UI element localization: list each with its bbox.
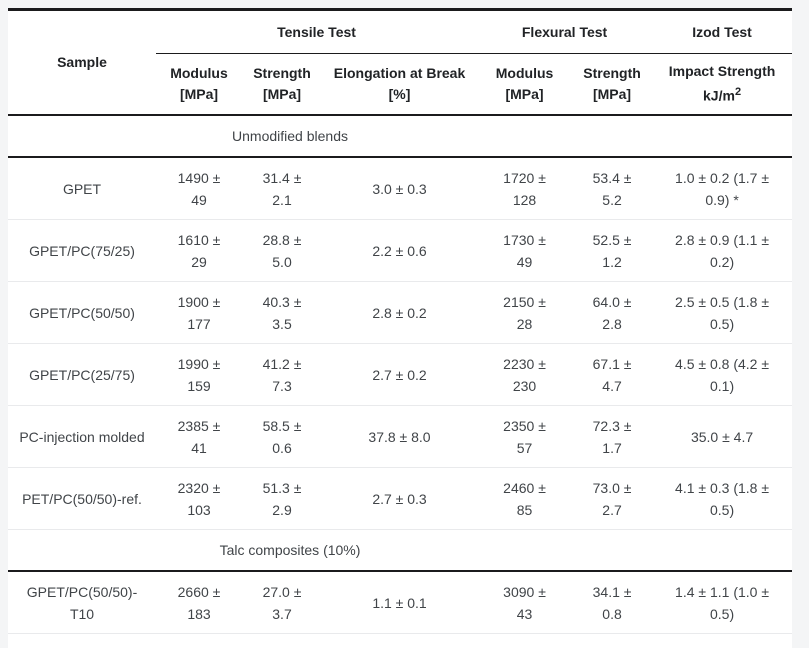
tensile-modulus-header: Modulus [MPa] — [156, 53, 242, 116]
value-cell: 2660 ± 183 — [156, 571, 242, 634]
value-cell: 41.2 ± 7.3 — [242, 343, 322, 406]
value-cell: 2.7 ± 0.2 — [322, 343, 478, 406]
value-cell: 1730 ± 49 — [477, 219, 573, 282]
column-label: Modulus — [170, 65, 228, 81]
column-unit: [MPa] — [592, 86, 632, 102]
tensile-strength-header: Strength [MPa] — [242, 53, 322, 116]
value-cell: 2385 ± 41 — [156, 405, 242, 468]
section-label: Talc composites (10%) — [8, 529, 573, 572]
results-table: Sample Tensile Test Flexural Test Izod T… — [8, 8, 793, 648]
value-cell: 1.1 ± 0.1 — [322, 571, 478, 634]
value-cell: 2340 ± 71 — [156, 633, 242, 648]
column-label: Strength — [583, 65, 641, 81]
value-cell: 3090 ± 43 — [477, 571, 573, 634]
value-cell: 1990 ± 159 — [156, 343, 242, 406]
column-header-row: Modulus [MPa] Strength [MPa] Elongation … — [8, 53, 793, 116]
section-filler — [572, 115, 793, 158]
value-cell: 31.4 ± 2.1 — [242, 157, 322, 220]
sample-cell: GPET/PC(50/50)-T10 — [8, 571, 156, 634]
section-filler — [572, 529, 793, 572]
value-cell: 2350 ± 57 — [477, 405, 573, 468]
value-cell: 34.1 ± 0.8 — [572, 571, 653, 634]
value-cell: 1610 ± 29 — [156, 219, 242, 282]
value-cell: 2150 ± 28 — [477, 281, 573, 344]
table-row: GPET 1490 ± 49 31.4 ± 2.1 3.0 ± 0.3 1720… — [8, 157, 793, 220]
value-cell: 1.4 ± 1.1 (1.0 ± 0.5) — [652, 571, 793, 634]
value-cell: 35.0 ± 4.7 — [652, 405, 793, 468]
column-unit: [MPa] — [505, 86, 544, 102]
value-cell: 1720 ± 128 — [477, 157, 573, 220]
value-cell: 1490 ± 49 — [156, 157, 242, 220]
sample-cell: GPET/PC(75/25) — [8, 219, 156, 282]
flexural-strength-header: Strength [MPa] — [572, 53, 653, 116]
value-cell: 2.7 ± 0.3 — [322, 633, 478, 648]
value-cell: 73.0 ± 2.7 — [572, 467, 653, 530]
value-cell: 1900 ± 177 — [156, 281, 242, 344]
value-cell: 67.1 ± 4.7 — [572, 343, 653, 406]
impact-strength-header: Impact Strength kJ/m2 — [652, 53, 793, 116]
value-cell: 51.3 ± 2.9 — [242, 467, 322, 530]
table-row: GPET/PC(50/50) 1900 ± 177 40.3 ± 3.5 2.8… — [8, 281, 793, 344]
value-cell: 52.5 ± 1.2 — [572, 219, 653, 282]
sample-cell: PET/PC(50/50)-ref. — [8, 467, 156, 530]
column-unit: [MPa] — [179, 86, 219, 102]
sample-cell: PC-injection molded — [8, 405, 156, 468]
value-cell: 1.0 ± 0.2 (1.7 ± 0.9) * — [652, 157, 793, 220]
value-cell: 2.2 ± 0.6 — [322, 219, 478, 282]
value-cell: 2.8 ± 0.2 — [322, 281, 478, 344]
column-unit: kJ/m — [703, 87, 735, 104]
sample-cell: GPET/PC(25/75) — [8, 343, 156, 406]
table-row: GPET/PC(75/25) 1610 ± 29 28.8 ± 5.0 2.2 … — [8, 219, 793, 282]
column-unit: [%] — [388, 86, 411, 102]
value-cell: 3.0 ± 0.3 — [322, 157, 478, 220]
value-cell: 40.3 ± 3.5 — [242, 281, 322, 344]
sample-column-header: Sample — [8, 9, 156, 116]
unit-superscript: 2 — [734, 86, 742, 99]
elongation-header: Elongation at Break [%] — [322, 53, 478, 116]
value-cell: 2.7 ± 0.3 — [322, 467, 478, 530]
table-row: PET/PC(50/50)-ref. 2320 ± 103 51.3 ± 2.9… — [8, 467, 793, 530]
sample-cell: GPET/PC(50/50) — [8, 281, 156, 344]
table-row: GPET/PC(25/75) 1990 ± 159 41.2 ± 7.3 2.7… — [8, 343, 793, 406]
flexural-test-group-header: Flexural Test — [477, 9, 653, 54]
value-cell: 2230 ± 230 — [477, 343, 573, 406]
value-cell: 4.1 ± 0.3 (1.8 ± 0.5) — [652, 467, 793, 530]
table-row: PC-injection molded 2385 ± 41 58.5 ± 0.6… — [8, 405, 793, 468]
flexural-modulus-header: Modulus [MPa] — [477, 53, 573, 116]
value-cell: 2.3 ± 0.1 (1.5 ± 0.3) — [652, 633, 793, 648]
value-cell: 58.5 ± 0.6 — [242, 405, 322, 468]
column-label: Modulus — [495, 65, 554, 81]
column-label: Elongation at Break — [333, 65, 466, 81]
value-cell: 2.8 ± 0.9 (1.1 ± 0.2) — [652, 219, 793, 282]
value-cell: 2460 ± 85 — [477, 467, 573, 530]
table-row: PET/PC(50/50)-T10 2340 ± 71 40.6 ± 1.2 2… — [8, 633, 793, 648]
value-cell: 64.0 ± 2.8 — [572, 281, 653, 344]
sample-cell: GPET — [8, 157, 156, 220]
value-cell: 72.3 ± 1.7 — [572, 405, 653, 468]
value-cell: 2390 ± 74 — [477, 633, 573, 648]
value-cell: 37.8 ± 8.0 — [322, 405, 478, 468]
table-row: GPET/PC(50/50)-T10 2660 ± 183 27.0 ± 3.7… — [8, 571, 793, 634]
value-cell: 40.6 ± 1.2 — [242, 633, 322, 648]
tensile-test-group-header: Tensile Test — [156, 9, 478, 54]
section-row-talc-composites: Talc composites (10%) — [8, 529, 793, 572]
value-cell: 53.4 ± 5.2 — [572, 157, 653, 220]
value-cell: 2320 ± 103 — [156, 467, 242, 530]
column-label: Strength — [253, 65, 311, 81]
value-cell: 63.8 ± 2.7 — [572, 633, 653, 648]
section-label: Unmodified blends — [8, 115, 573, 158]
izod-test-group-header: Izod Test — [652, 9, 793, 54]
column-label: Impact Strength — [668, 63, 776, 80]
value-cell: 2.5 ± 0.5 (1.8 ± 0.5) — [652, 281, 793, 344]
value-cell: 4.5 ± 0.8 (4.2 ± 0.1) — [652, 343, 793, 406]
value-cell: 27.0 ± 3.7 — [242, 571, 322, 634]
section-row-unmodified-blends: Unmodified blends — [8, 115, 793, 158]
column-unit: [MPa] — [262, 86, 302, 102]
sample-cell: PET/PC(50/50)-T10 — [8, 633, 156, 648]
value-cell: 28.8 ± 5.0 — [242, 219, 322, 282]
group-header-row: Sample Tensile Test Flexural Test Izod T… — [8, 9, 793, 116]
